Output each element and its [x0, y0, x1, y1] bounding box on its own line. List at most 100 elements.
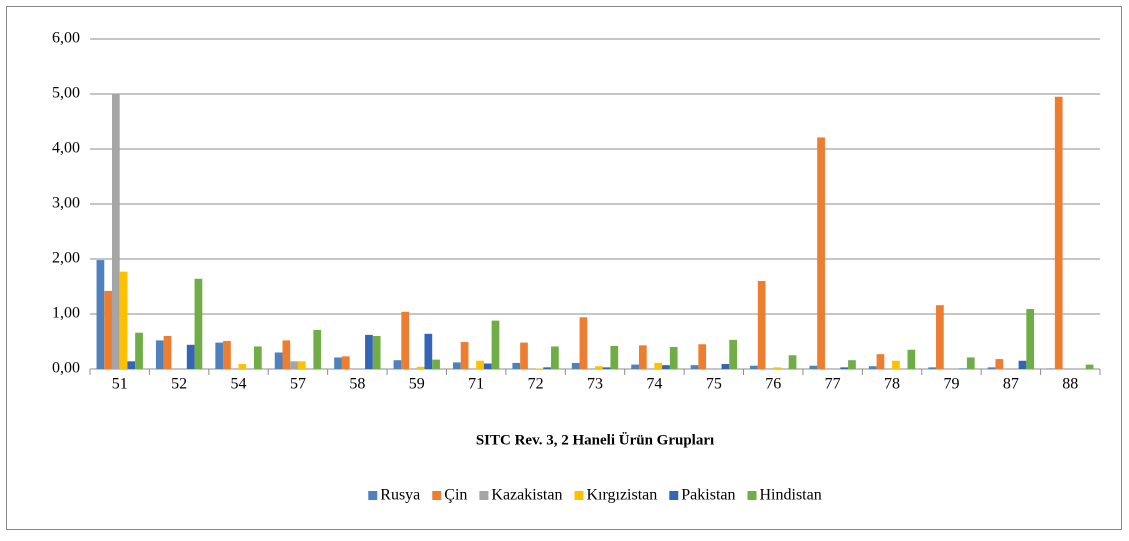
bar: [631, 364, 639, 369]
bar: [424, 333, 433, 369]
bar: [393, 360, 402, 369]
bar: [491, 320, 500, 369]
bar: [194, 278, 203, 369]
bar: [297, 361, 306, 369]
x-tick-label: 79: [943, 376, 959, 393]
bar: [610, 345, 619, 369]
bar: [282, 340, 291, 369]
bar: [334, 357, 342, 369]
bar: [512, 362, 521, 369]
bar: [669, 347, 678, 369]
bar: [809, 365, 818, 369]
bar: [698, 344, 707, 369]
legend-swatch: [747, 491, 757, 500]
x-tick-label: 74: [646, 376, 662, 393]
bar: [788, 355, 797, 369]
bar: [638, 345, 647, 369]
bar: [476, 360, 484, 369]
x-tick-label: 72: [528, 376, 544, 393]
bar: [432, 359, 440, 369]
bar: [313, 329, 322, 369]
legend-label: Rusya: [380, 487, 420, 504]
legend-swatch: [368, 491, 378, 500]
legend-swatch: [574, 491, 584, 500]
legend-label: Hindistan: [760, 487, 822, 504]
bar: [1018, 360, 1027, 369]
bar: [729, 339, 737, 369]
bar: [750, 365, 758, 369]
bar: [602, 367, 611, 369]
legend-label: Pakistan: [681, 487, 735, 504]
bar: [215, 342, 224, 369]
bar: [936, 305, 944, 369]
legend-swatch: [432, 491, 442, 500]
bar: [238, 364, 247, 369]
x-tick-label: 71: [468, 376, 484, 393]
x-tick-label: 52: [171, 376, 187, 393]
x-tick-label: 54: [231, 376, 247, 393]
bar: [868, 366, 877, 369]
bar: [401, 311, 410, 369]
bar: [460, 342, 469, 369]
bar: [579, 317, 588, 369]
bar: [1047, 368, 1055, 369]
x-tick-label: 75: [706, 376, 722, 393]
bar: [690, 365, 699, 369]
bar: [928, 367, 937, 369]
bar: [721, 364, 730, 369]
y-tick-label: 6,00: [52, 30, 80, 47]
bar: [959, 368, 967, 369]
bar: [995, 359, 1004, 369]
bar: [892, 360, 900, 369]
bar: [453, 362, 461, 369]
x-axis-title: SITC Rev. 3, 2 Haneli Ürün Grupları: [476, 431, 714, 448]
bar: [416, 366, 425, 369]
bar: [1085, 364, 1094, 369]
x-tick-label: 57: [290, 376, 306, 393]
x-tick-label: 78: [884, 376, 900, 393]
bar: [372, 336, 381, 369]
y-tick-label: 4,00: [52, 140, 80, 157]
bar: [365, 334, 373, 369]
bar: [662, 365, 670, 369]
bar: [223, 340, 231, 369]
legend-label: Kırgızistan: [586, 487, 657, 504]
legend-label: Kazakistan: [491, 487, 562, 504]
bar: [571, 362, 580, 369]
x-tick-label: 77: [825, 376, 841, 393]
bar: [907, 349, 916, 369]
bar: [543, 367, 552, 369]
y-tick-label: 1,00: [52, 305, 80, 322]
y-tick-label: 5,00: [52, 85, 80, 102]
legend-swatch: [479, 491, 489, 500]
bar: [341, 356, 350, 369]
bar: [654, 362, 663, 369]
bar: [155, 340, 164, 369]
bar: [535, 368, 544, 369]
bar: [163, 336, 172, 369]
x-tick-label: 51: [112, 376, 128, 393]
x-tick-label: 73: [587, 376, 603, 393]
bar: [111, 94, 120, 369]
bar: [757, 281, 766, 369]
legend-swatch: [669, 491, 679, 500]
legend-label: Çin: [444, 487, 467, 504]
bar: [186, 344, 195, 369]
bar: [96, 260, 105, 369]
bar: [274, 352, 283, 369]
bar: [1026, 309, 1035, 369]
bar: [987, 367, 996, 369]
x-tick-label: 76: [765, 376, 781, 393]
bar: [290, 361, 298, 369]
y-tick-label: 0,00: [52, 360, 80, 377]
x-tick-label: 88: [1062, 376, 1078, 393]
bar: [773, 367, 781, 369]
bar: [817, 137, 825, 369]
bar: [1054, 96, 1063, 369]
bar: [551, 346, 559, 369]
bar: [119, 271, 128, 369]
x-tick-label: 59: [409, 376, 425, 393]
chart-border: [6, 6, 1122, 530]
bar: [127, 361, 136, 369]
